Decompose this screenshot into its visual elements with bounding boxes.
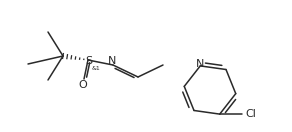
Text: S: S [85, 56, 92, 66]
Text: &1: &1 [92, 67, 100, 72]
Text: N: N [108, 55, 117, 65]
Text: N: N [196, 59, 204, 69]
Text: Cl: Cl [245, 109, 256, 119]
Text: O: O [79, 79, 87, 89]
